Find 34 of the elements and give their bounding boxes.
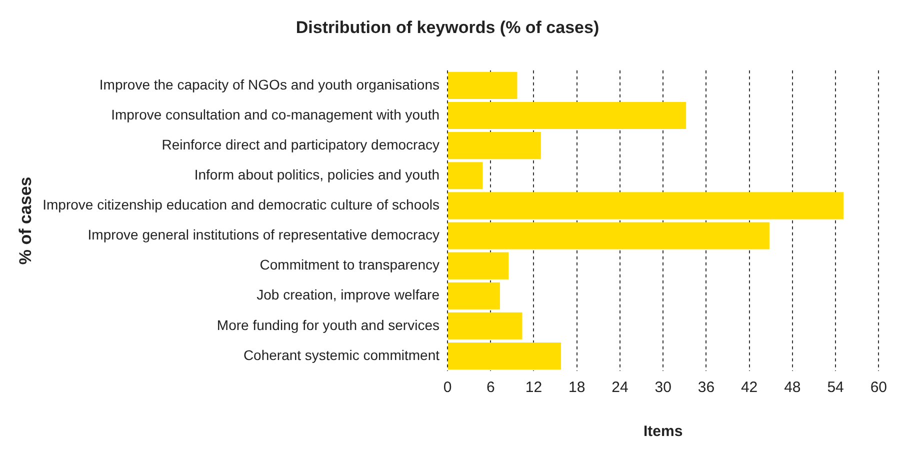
x-tick-label: 12 bbox=[525, 379, 542, 396]
bar bbox=[448, 162, 483, 190]
bar bbox=[448, 312, 522, 340]
x-tick-label: 0 bbox=[443, 379, 452, 396]
bar bbox=[448, 252, 509, 280]
bar bbox=[448, 222, 770, 250]
x-tick-label: 6 bbox=[486, 379, 495, 396]
x-tick-label: 30 bbox=[654, 379, 672, 396]
x-tick-label: 42 bbox=[740, 379, 758, 396]
y-tick-label: Improve the capacity of NGOs and youth organisations bbox=[99, 76, 440, 92]
bar bbox=[448, 102, 686, 130]
x-tick-label: 60 bbox=[870, 379, 887, 396]
x-tick-label: 54 bbox=[827, 379, 844, 396]
x-axis-title: Items bbox=[643, 423, 683, 440]
y-tick-label: Commitment to transparency bbox=[260, 256, 440, 273]
chart-title: Distribution of keywords (% of cases) bbox=[296, 18, 600, 37]
x-tick-label: 18 bbox=[568, 379, 586, 396]
x-tick-label: 24 bbox=[612, 379, 628, 396]
bar bbox=[448, 342, 562, 370]
y-tick-label: Job creation, improve welfare bbox=[256, 286, 440, 303]
y-tick-label: Inform about politics, policies and youth bbox=[194, 166, 440, 182]
bar bbox=[448, 282, 500, 310]
bar bbox=[448, 192, 844, 220]
bar bbox=[448, 72, 518, 99]
y-tick-label: Reinforce direct and participatory democracy bbox=[162, 136, 440, 152]
y-tick-label: Improve consultation and co-management with youth bbox=[111, 106, 440, 122]
y-tick-label: Improve citizenship education and democratic culture of schools bbox=[42, 196, 440, 213]
y-tick-label: Improve general institutions of representative democracy bbox=[88, 226, 440, 243]
x-tick-label: 48 bbox=[784, 379, 801, 396]
y-tick-label: Coherant systemic commitment bbox=[243, 346, 440, 363]
y-tick-label: More funding for youth and services bbox=[216, 316, 440, 333]
y-axis-title: % of cases bbox=[16, 176, 35, 265]
bar bbox=[448, 132, 541, 160]
x-tick-label: 36 bbox=[698, 379, 715, 396]
